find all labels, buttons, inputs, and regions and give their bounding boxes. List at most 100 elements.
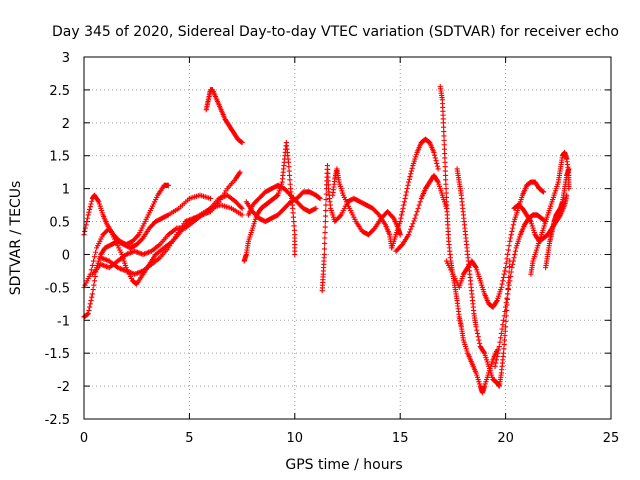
- plus-marker: [239, 205, 245, 211]
- plus-marker: [286, 164, 292, 170]
- y-tick-label: -1.5: [45, 347, 70, 362]
- plus-marker: [322, 218, 328, 225]
- series-sat-a: [81, 182, 171, 248]
- plus-marker: [501, 341, 507, 348]
- series-sat-s: [528, 149, 572, 277]
- plus-marker: [415, 205, 421, 211]
- plus-marker: [506, 263, 513, 270]
- plus-marker: [84, 218, 90, 225]
- plus-marker: [434, 160, 440, 167]
- y-tick-label: 1: [62, 183, 70, 198]
- plus-marker: [86, 209, 92, 215]
- plus-marker: [505, 247, 512, 253]
- plus-marker: [287, 181, 293, 187]
- chart-title: Day 345 of 2020, Sidereal Day-to-day VTE…: [52, 24, 619, 40]
- plus-marker: [291, 218, 297, 225]
- plus-marker: [499, 281, 505, 287]
- plus-marker: [207, 195, 214, 202]
- plus-marker: [406, 179, 412, 185]
- x-tick-label: 25: [603, 431, 620, 446]
- plus-marker: [413, 212, 419, 218]
- plus-marker: [238, 204, 244, 210]
- plus-marker: [408, 168, 415, 174]
- plus-marker: [443, 177, 449, 183]
- plus-marker: [510, 222, 516, 228]
- y-tick-label: 0: [62, 248, 70, 263]
- plus-marker: [95, 198, 101, 204]
- y-axis-label: SDTVAR / TECUs: [8, 181, 24, 296]
- plus-marker: [85, 212, 91, 218]
- plus-marker: [337, 213, 343, 219]
- plus-marker: [509, 228, 515, 235]
- plus-marker: [88, 201, 94, 207]
- plus-marker: [239, 212, 245, 218]
- series-sat-g: [241, 139, 298, 264]
- series-sat-m: [393, 172, 450, 254]
- x-tick-label: 0: [80, 431, 88, 446]
- plus-marker: [409, 165, 415, 171]
- plus-marker: [500, 350, 507, 356]
- plus-marker: [402, 195, 408, 202]
- plus-marker: [504, 295, 510, 301]
- plus-marker: [503, 265, 509, 271]
- plus-marker: [397, 218, 403, 225]
- plus-marker: [290, 210, 296, 216]
- plus-marker: [501, 346, 507, 352]
- plus-marker: [412, 215, 418, 221]
- plus-marker: [492, 363, 498, 369]
- plus-marker: [477, 340, 483, 346]
- plus-marker: [371, 226, 377, 232]
- plus-marker: [417, 199, 423, 205]
- series-sat-e: [89, 192, 245, 277]
- plus-marker: [287, 177, 293, 183]
- plus-marker: [323, 207, 329, 214]
- plus-marker: [473, 324, 479, 330]
- plus-marker: [87, 204, 93, 210]
- plus-marker: [313, 205, 319, 211]
- plus-marker: [442, 164, 448, 170]
- y-tick-label: 1.5: [49, 150, 70, 165]
- plus-marker: [442, 155, 448, 161]
- plus-marker: [433, 158, 439, 164]
- plus-marker: [495, 347, 502, 353]
- plus-marker: [82, 228, 88, 235]
- series-sat-f: [203, 87, 245, 146]
- plus-marker: [406, 176, 412, 182]
- plus-marker: [322, 240, 328, 247]
- plus-marker: [322, 224, 328, 230]
- plus-marker: [411, 218, 417, 224]
- plus-marker: [442, 159, 448, 165]
- plus-marker: [501, 271, 507, 277]
- x-tick-label: 20: [497, 431, 514, 446]
- plus-marker: [291, 223, 297, 229]
- plus-marker: [441, 128, 447, 135]
- plus-marker: [512, 251, 518, 258]
- plus-marker: [405, 182, 411, 188]
- plus-marker: [505, 291, 511, 297]
- plus-marker: [91, 254, 98, 260]
- plus-marker: [504, 256, 510, 262]
- plus-marker: [89, 294, 95, 300]
- plus-marker: [493, 357, 500, 363]
- plus-marker: [442, 172, 449, 179]
- plus-marker: [472, 263, 478, 270]
- plus-marker: [399, 212, 405, 218]
- plot-frame: [83, 56, 612, 420]
- plus-marker: [435, 166, 441, 172]
- plus-marker: [495, 350, 501, 356]
- plus-marker: [475, 334, 481, 340]
- plus-marker: [512, 248, 519, 254]
- plus-marker: [285, 159, 292, 165]
- plus-marker: [443, 181, 449, 187]
- plus-marker: [476, 337, 482, 343]
- series-sat-q: [492, 212, 549, 369]
- plus-marker: [441, 133, 447, 139]
- plus-marker: [496, 344, 502, 350]
- plus-marker: [540, 189, 547, 195]
- plus-marker: [432, 155, 438, 161]
- plus-marker: [509, 265, 515, 271]
- plus-marker: [503, 324, 509, 330]
- plus-marker: [398, 215, 404, 221]
- plus-marker: [498, 335, 504, 341]
